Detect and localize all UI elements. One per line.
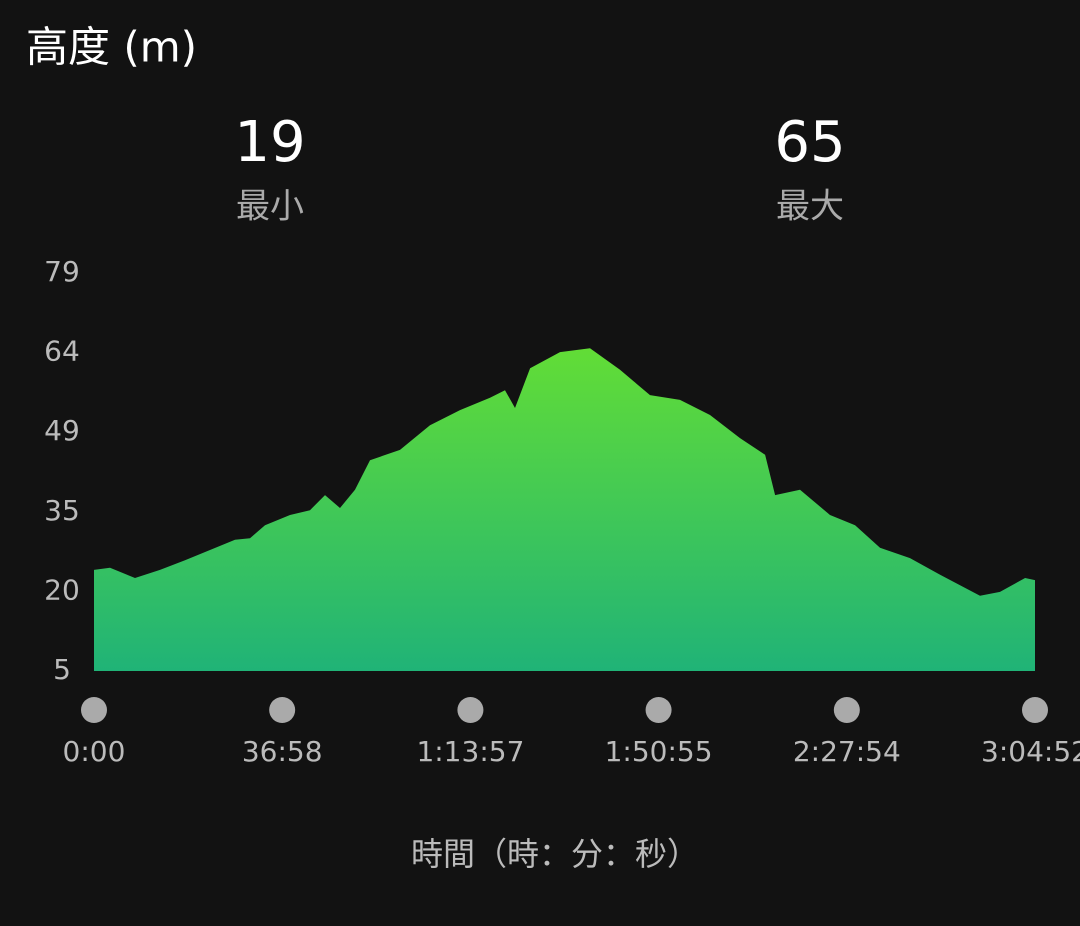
x-tick-dot [269, 697, 296, 723]
y-tick-label: 20 [44, 573, 80, 606]
y-tick-label: 5 [53, 653, 71, 686]
y-tick-label: 79 [44, 255, 80, 288]
x-tick-dot [81, 697, 107, 723]
x-tick-dot [457, 697, 484, 723]
x-tick-dot [1022, 697, 1048, 723]
stat-value: 65 [774, 110, 845, 175]
stat-label: 最大 [776, 187, 844, 227]
x-tick-label: 3:04:52 [981, 735, 1080, 768]
x-tick-dot [833, 697, 860, 723]
y-tick-label: 64 [44, 335, 80, 368]
y-tick-label: 49 [44, 414, 80, 447]
stat-label: 最小 [236, 187, 304, 227]
y-tick-label: 35 [44, 494, 80, 527]
x-tick-label: 0:00 [63, 735, 126, 768]
chart-title: 高度 (m) [26, 23, 197, 72]
x-axis-label: 時間（時：分：秒） [411, 835, 699, 873]
x-tick-label: 1:50:55 [605, 735, 713, 768]
x-tick-label: 2:27:54 [793, 735, 901, 768]
stat-value: 19 [234, 110, 305, 175]
x-tick-dot [645, 697, 672, 723]
x-tick-label: 36:58 [242, 735, 323, 768]
x-tick-label: 1:13:57 [416, 735, 524, 768]
area [94, 348, 1035, 671]
